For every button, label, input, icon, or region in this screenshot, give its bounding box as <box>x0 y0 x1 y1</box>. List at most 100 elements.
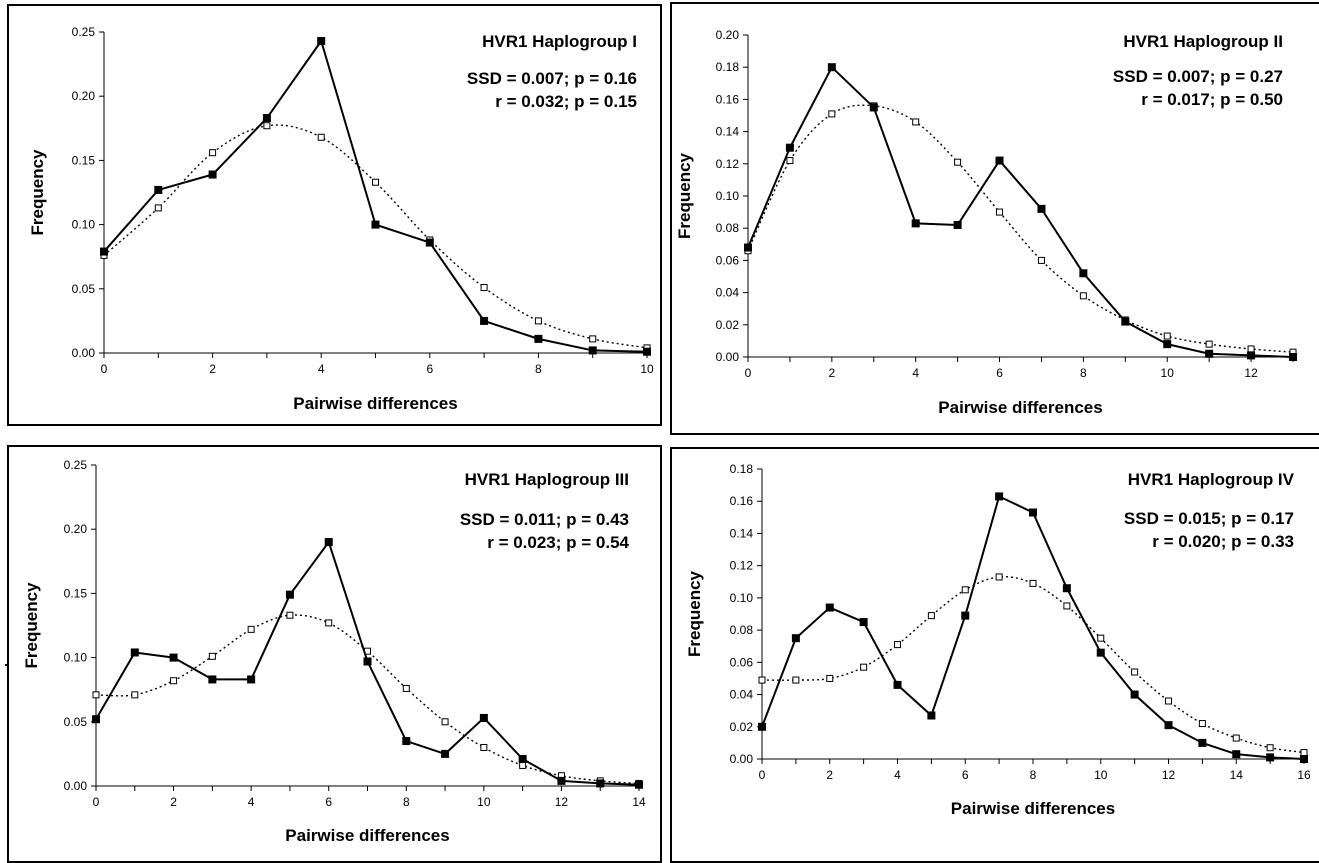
observed-point <box>961 611 970 620</box>
expected-point <box>131 691 139 699</box>
stat-r: r = 0.023; p = 0.54 <box>487 533 629 552</box>
expected-point <box>286 611 294 619</box>
expected-point <box>480 284 488 292</box>
x-tick-label: 14 <box>1230 768 1244 782</box>
observed-point <box>596 779 605 788</box>
x-tick-label: 0 <box>93 795 100 809</box>
expected-series-line <box>95 614 640 785</box>
expected-point <box>758 676 766 684</box>
expected-series-line <box>761 576 1305 754</box>
observed-point <box>518 755 527 764</box>
expected-point <box>589 335 597 343</box>
observed-point <box>869 103 878 112</box>
x-tick-label: 16 <box>1297 768 1311 782</box>
expected-point <box>954 158 962 166</box>
x-tick-label: 4 <box>248 795 255 809</box>
y-tick-label: 0.18 <box>730 462 754 476</box>
y-tick-label: 0.14 <box>716 125 740 139</box>
x-tick-label: 10 <box>477 795 491 809</box>
chart-panel-4: 0.00 0.02 0.04 0.06 0.08 0.10 0.12 0.14 0.16 0.18… <box>670 447 1319 863</box>
observed-point <box>953 220 962 229</box>
expected-point <box>1198 720 1206 728</box>
observed-point <box>425 238 434 247</box>
y-tick-label: 0.20 <box>64 522 88 536</box>
observed-point <box>1096 648 1105 657</box>
y-tick-label: 0.20 <box>716 28 740 42</box>
y-axis-label: Frequency <box>685 570 704 657</box>
expected-point <box>1037 256 1045 264</box>
x-tick-label: 10 <box>1161 366 1175 380</box>
expected-point <box>1232 734 1240 742</box>
observed-point <box>154 185 163 194</box>
observed-point <box>825 603 834 612</box>
y-axis-label: Frequency <box>22 582 41 669</box>
y-tick-label: 0.18 <box>716 60 740 74</box>
observed-point <box>744 243 752 252</box>
observed-point <box>480 316 489 325</box>
x-tick-label: 4 <box>894 768 901 782</box>
x-axis-label: Pairwise differences <box>285 826 449 845</box>
observed-point <box>1164 721 1173 730</box>
y-tick-label: 0.04 <box>730 688 754 702</box>
y-tick-label: 0.16 <box>716 92 740 106</box>
observed-series-line <box>747 66 1294 358</box>
expected-point <box>786 157 794 165</box>
expected-point <box>1163 332 1171 340</box>
observed-point <box>827 63 836 72</box>
observed-point <box>1198 738 1207 747</box>
x-tick-label: 10 <box>1094 768 1108 782</box>
y-tick-label: 0.08 <box>716 221 740 235</box>
y-tick-label: 0.25 <box>64 458 88 472</box>
chart-svg: 0.00 0.02 0.04 0.06 0.08 0.10 0.12 0.14 0.16 0.18… <box>675 28 1297 417</box>
y-tick-label: 0.00 <box>72 346 96 360</box>
expected-point <box>927 612 935 620</box>
y-axis-label: Frequency <box>28 149 47 236</box>
chart-svg: 0.00 0.05 0.10 0.15 0.20 0.25 0 2 4 6 8 10 12 14 Pairw… <box>22 458 646 845</box>
observed-point <box>363 657 372 666</box>
y-tick-label: 0.20 <box>72 89 96 103</box>
observed-point <box>911 219 920 228</box>
observed-point <box>208 675 217 684</box>
observed-point <box>130 648 139 657</box>
y-tick-label: 0.10 <box>72 218 96 232</box>
chart-panel-3: 0.00 0.05 0.10 0.15 0.20 0.25 0 2 4 6 8 10 12 14 Pairw… <box>7 445 662 863</box>
chart-title: HVR1 Haplogroup I <box>482 32 637 51</box>
y-tick-label: 0.10 <box>64 651 88 665</box>
x-tick-label: 6 <box>426 362 433 376</box>
x-tick-label: 6 <box>996 366 1003 380</box>
x-tick-label: 2 <box>209 362 216 376</box>
chart-panel-1: 0.00 0.05 0.10 0.15 0.20 0.25 0 2 4 6 8 10 Pairwise … <box>7 4 662 426</box>
observed-point <box>324 538 333 547</box>
expected-point <box>170 677 178 685</box>
observed-point <box>317 36 326 45</box>
observed-point <box>995 492 1004 501</box>
y-tick-label: 0.05 <box>64 715 88 729</box>
expected-point <box>1300 749 1308 757</box>
y-tick-label: 0.15 <box>72 153 96 167</box>
x-tick-label: 8 <box>1030 768 1037 782</box>
chart-title: HVR1 Haplogroup III <box>465 470 629 489</box>
x-axis-label: Pairwise differences <box>951 799 1115 818</box>
expected-point <box>894 641 901 649</box>
expected-point <box>961 586 969 594</box>
x-tick-label: 8 <box>535 362 542 376</box>
y-tick-label: 0.06 <box>730 655 754 669</box>
observed-point <box>635 780 643 789</box>
expected-point <box>263 122 271 130</box>
stat-ssd: SSD = 0.015; p = 0.17 <box>1124 509 1294 528</box>
observed-point <box>402 737 411 746</box>
observed-point <box>247 675 256 684</box>
observed-point <box>534 334 543 343</box>
observed-point <box>285 590 294 599</box>
x-tick-label: 2 <box>826 768 833 782</box>
stat-r: r = 0.032; p = 0.15 <box>495 92 637 111</box>
expected-point <box>325 619 333 627</box>
y-tick-label: 0.02 <box>730 720 754 734</box>
y-tick-label: 0.16 <box>730 494 754 508</box>
expected-point <box>519 761 527 769</box>
expected-point <box>92 691 100 699</box>
stat-ssd: SSD = 0.011; p = 0.43 <box>460 510 629 529</box>
expected-point <box>912 118 920 126</box>
observed-point <box>1130 690 1139 699</box>
chart-title: HVR1 Haplogroup IV <box>1128 470 1295 489</box>
